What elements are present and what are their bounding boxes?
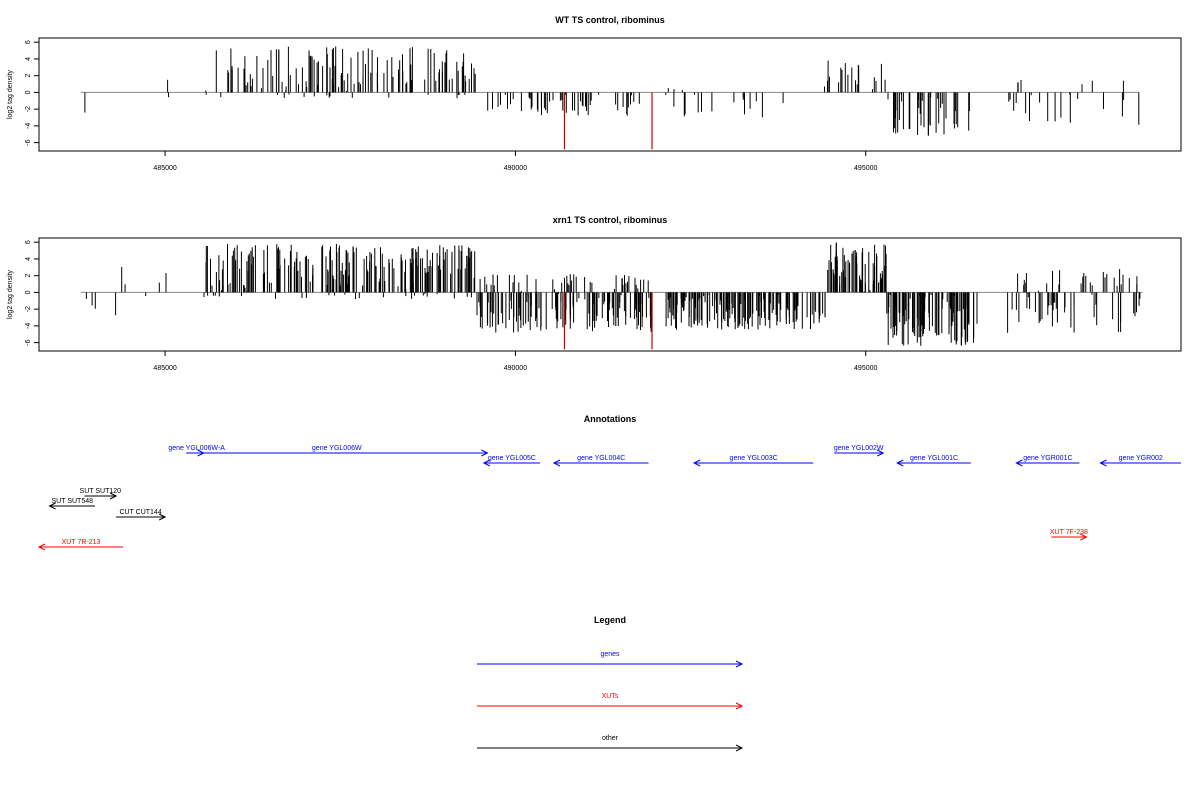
chart-panel-0 bbox=[34, 37, 1182, 156]
arrowhead bbox=[48, 502, 56, 510]
annotation-label: gene YGR002 bbox=[1119, 455, 1163, 462]
plot-frame bbox=[38, 37, 1182, 152]
arrowhead bbox=[158, 513, 167, 521]
annotation-gene: gene YGL002W bbox=[834, 445, 885, 457]
annotation-gene: gene YGL004C bbox=[552, 455, 649, 467]
chart-panel-1 bbox=[34, 237, 1182, 356]
y-axis-label: log2 tag density bbox=[7, 269, 14, 319]
arrowhead bbox=[1099, 459, 1107, 467]
legend-label: other bbox=[602, 735, 619, 742]
arrowhead bbox=[1080, 533, 1088, 541]
plot-frame bbox=[38, 237, 1182, 352]
x-tick-label: 495000 bbox=[854, 365, 877, 372]
annotation-label: SUT SUT548 bbox=[52, 498, 94, 505]
arrowhead bbox=[482, 459, 491, 467]
y-tick-label: -2 bbox=[25, 106, 32, 112]
annotation-label: gene YGL006W-A bbox=[168, 445, 225, 452]
annotation-label: gene YGL005C bbox=[488, 455, 536, 462]
y-tick-label: 2 bbox=[25, 274, 32, 278]
annotation-gene: gene YGR001C bbox=[1015, 455, 1080, 467]
arrowhead bbox=[735, 660, 744, 668]
y-tick-label: 4 bbox=[25, 257, 32, 261]
legend-item: genes bbox=[477, 651, 744, 668]
y-tick-label: -4 bbox=[25, 123, 32, 129]
annotation-label: CUT CUT144 bbox=[119, 509, 161, 516]
annotation-xut: XUT 7F-238 bbox=[1050, 529, 1088, 541]
arrowhead bbox=[552, 459, 561, 467]
arrowhead bbox=[1015, 459, 1023, 467]
x-tick-label: 485000 bbox=[153, 365, 176, 372]
y-tick-label: 6 bbox=[25, 240, 32, 244]
annotation-label: gene YGL003C bbox=[730, 455, 778, 462]
x-tick-label: 490000 bbox=[504, 165, 527, 172]
annotation-gene: gene YGL003C bbox=[692, 455, 814, 467]
arrowhead bbox=[735, 744, 744, 752]
annotations-title: Annotations bbox=[584, 414, 637, 424]
y-tick-label: -6 bbox=[25, 339, 32, 345]
annotation-label: gene YGR001C bbox=[1023, 455, 1072, 462]
arrowhead bbox=[877, 449, 885, 457]
annotation-label: gene YGL001C bbox=[910, 455, 958, 462]
annotation-gene: gene YGL006W bbox=[186, 445, 489, 457]
y-tick-label: 2 bbox=[25, 74, 32, 78]
annotation-label: gene YGL004C bbox=[577, 455, 625, 462]
y-tick-label: 6 bbox=[25, 40, 32, 44]
legend-label: XUTs bbox=[602, 693, 619, 700]
y-tick-label: -6 bbox=[25, 139, 32, 145]
arrowhead bbox=[37, 543, 46, 551]
y-tick-label: -2 bbox=[25, 306, 32, 312]
annotation-gene: gene YGR002 bbox=[1099, 455, 1181, 467]
annotation-other: SUT SUT548 bbox=[48, 498, 96, 510]
annotation-other: CUT CUT144 bbox=[116, 509, 167, 521]
annotation-label: XUT 7R-213 bbox=[62, 539, 101, 546]
chart-title: WT TS control, ribominus bbox=[555, 15, 665, 25]
annotation-label: SUT SUT120 bbox=[80, 488, 122, 495]
arrowhead bbox=[896, 459, 904, 467]
legend-item: other bbox=[477, 735, 744, 752]
annotation-gene: gene YGL005C bbox=[482, 455, 540, 467]
annotation-xut: XUT 7R-213 bbox=[37, 539, 124, 551]
annotation-label: gene YGL006W bbox=[312, 445, 362, 452]
arrowhead bbox=[735, 702, 744, 710]
y-tick-label: 0 bbox=[25, 90, 32, 94]
x-tick-label: 495000 bbox=[854, 165, 877, 172]
annotation-label: gene YGL002W bbox=[834, 445, 884, 452]
legend-title: Legend bbox=[594, 615, 626, 625]
annotation-other: SUT SUT120 bbox=[80, 488, 122, 500]
annotation-label: XUT 7F-238 bbox=[1050, 529, 1088, 536]
x-tick-label: 485000 bbox=[153, 165, 176, 172]
chart-title: xrn1 TS control, ribominus bbox=[553, 215, 668, 225]
annotation-gene: gene YGL006W-A bbox=[168, 445, 225, 457]
arrowhead bbox=[481, 449, 489, 457]
y-tick-label: 0 bbox=[25, 290, 32, 294]
x-tick-label: 490000 bbox=[504, 365, 527, 372]
arrowhead bbox=[109, 492, 118, 500]
annotation-gene: gene YGL001C bbox=[896, 455, 971, 467]
legend-label: genes bbox=[600, 651, 620, 658]
arrowhead bbox=[692, 459, 701, 467]
y-tick-label: 4 bbox=[25, 57, 32, 61]
y-tick-label: -4 bbox=[25, 323, 32, 329]
legend-item: XUTs bbox=[477, 693, 744, 710]
y-axis-label: log2 tag density bbox=[7, 69, 14, 119]
